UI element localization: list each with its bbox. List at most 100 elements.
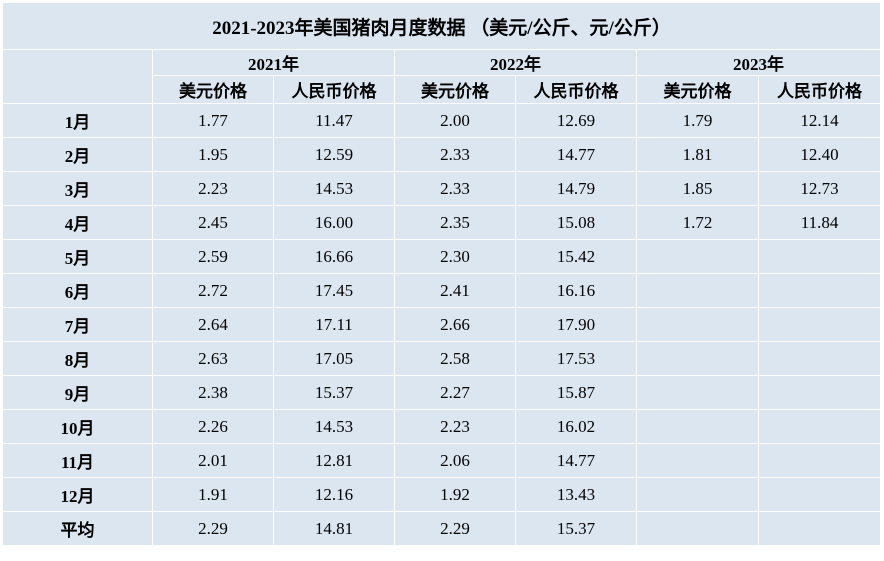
table-row: 11月 2.01 12.81 2.06 14.77	[2, 443, 882, 478]
cny-header: 人民币价格	[515, 75, 637, 104]
cny-price-cell: 15.42	[515, 239, 637, 274]
usd-price-cell: 1.92	[394, 477, 516, 512]
usd-header: 美元价格	[152, 75, 274, 104]
usd-price-cell: 2.66	[394, 307, 516, 342]
cny-price-cell: 17.45	[273, 273, 395, 308]
usd-price-cell: 1.95	[152, 137, 274, 172]
month-label: 1月	[2, 103, 153, 138]
cny-header: 人民币价格	[757, 75, 882, 104]
cny-price-cell: 15.37	[515, 511, 637, 546]
corner-cell	[2, 49, 153, 104]
table-row: 平均 2.29 14.81 2.29 15.37	[2, 511, 882, 546]
usd-price-cell: 2.29	[394, 511, 516, 546]
month-label: 9月	[2, 375, 153, 410]
cny-price-cell	[757, 341, 882, 376]
usd-price-cell	[636, 477, 759, 512]
year-header-2022: 2022年	[394, 49, 637, 76]
table-row: 10月 2.26 14.53 2.23 16.02	[2, 409, 882, 444]
cny-price-cell	[757, 409, 882, 444]
usd-price-cell: 2.23	[152, 171, 274, 206]
usd-price-cell: 1.79	[636, 103, 759, 138]
usd-price-cell	[636, 375, 759, 410]
table-row: 5月 2.59 16.66 2.30 15.42	[2, 239, 882, 274]
usd-price-cell: 1.81	[636, 137, 759, 172]
cny-price-cell: 15.37	[273, 375, 395, 410]
table-row: 8月 2.63 17.05 2.58 17.53	[2, 341, 882, 376]
cny-price-cell: 14.53	[273, 409, 395, 444]
usd-price-cell: 1.72	[636, 205, 759, 240]
month-label: 6月	[2, 273, 153, 308]
table-row: 3月 2.23 14.53 2.33 14.79 1.85 12.73	[2, 171, 882, 206]
usd-price-cell: 2.45	[152, 205, 274, 240]
usd-price-cell	[636, 511, 759, 546]
usd-price-cell: 2.26	[152, 409, 274, 444]
cny-price-cell: 12.40	[757, 137, 882, 172]
cny-price-cell: 15.08	[515, 205, 637, 240]
usd-price-cell: 2.64	[152, 307, 274, 342]
cny-price-cell	[757, 477, 882, 512]
pork-price-table-container: 2021-2023年美国猪肉月度数据 （美元/公斤、元/公斤） 2021年 20…	[1, 2, 882, 546]
cny-price-cell: 12.69	[515, 103, 637, 138]
usd-header: 美元价格	[394, 75, 516, 104]
usd-price-cell	[636, 409, 759, 444]
table-row: 2月 1.95 12.59 2.33 14.77 1.81 12.40	[2, 137, 882, 172]
cny-price-cell: 14.81	[273, 511, 395, 546]
cny-price-cell	[757, 511, 882, 546]
cny-price-cell: 16.02	[515, 409, 637, 444]
usd-price-cell: 2.63	[152, 341, 274, 376]
usd-price-cell: 2.35	[394, 205, 516, 240]
cny-price-cell: 17.53	[515, 341, 637, 376]
usd-price-cell: 2.33	[394, 137, 516, 172]
month-label: 7月	[2, 307, 153, 342]
usd-price-cell	[636, 341, 759, 376]
cny-price-cell: 11.47	[273, 103, 395, 138]
cny-header: 人民币价格	[273, 75, 395, 104]
usd-price-cell: 2.33	[394, 171, 516, 206]
cny-price-cell: 17.11	[273, 307, 395, 342]
usd-price-cell: 1.85	[636, 171, 759, 206]
usd-price-cell: 1.77	[152, 103, 274, 138]
cny-price-cell: 17.90	[515, 307, 637, 342]
cny-price-cell: 14.77	[515, 137, 637, 172]
usd-price-cell	[636, 239, 759, 274]
cny-price-cell: 17.05	[273, 341, 395, 376]
cny-price-cell	[757, 239, 882, 274]
cny-price-cell: 12.16	[273, 477, 395, 512]
usd-price-cell: 2.29	[152, 511, 274, 546]
usd-price-cell: 2.59	[152, 239, 274, 274]
usd-price-cell: 2.27	[394, 375, 516, 410]
usd-price-cell: 1.91	[152, 477, 274, 512]
table-row: 6月 2.72 17.45 2.41 16.16	[2, 273, 882, 308]
cny-price-cell: 12.14	[757, 103, 882, 138]
table-row: 7月 2.64 17.11 2.66 17.90	[2, 307, 882, 342]
year-header-row: 2021年 2022年 2023年	[2, 49, 882, 104]
usd-price-cell: 2.38	[152, 375, 274, 410]
month-label: 2月	[2, 137, 153, 172]
table-title: 2021-2023年美国猪肉月度数据 （美元/公斤、元/公斤）	[1, 2, 882, 50]
month-label: 平均	[2, 511, 153, 546]
usd-price-cell: 2.06	[394, 443, 516, 478]
month-label: 4月	[2, 205, 153, 240]
usd-price-cell	[636, 273, 759, 308]
cny-price-cell: 15.87	[515, 375, 637, 410]
cny-price-cell: 16.00	[273, 205, 395, 240]
cny-price-cell: 12.73	[757, 171, 882, 206]
usd-price-cell: 2.41	[394, 273, 516, 308]
month-label: 3月	[2, 171, 153, 206]
usd-price-cell: 2.30	[394, 239, 516, 274]
sub-header-row: 美元价格 人民币价格 美元价格 人民币价格 美元价格 人民币价格	[3, 75, 882, 104]
cny-price-cell: 16.66	[273, 239, 395, 274]
usd-header: 美元价格	[636, 75, 759, 104]
pork-price-table: 2021-2023年美国猪肉月度数据 （美元/公斤、元/公斤） 2021年 20…	[1, 2, 882, 546]
cny-price-cell: 11.84	[757, 205, 882, 240]
cny-price-cell: 12.59	[273, 137, 395, 172]
year-header-2021: 2021年	[152, 49, 395, 76]
month-label: 5月	[2, 239, 153, 274]
cny-price-cell	[757, 273, 882, 308]
table-row: 9月 2.38 15.37 2.27 15.87	[2, 375, 882, 410]
cny-price-cell: 14.53	[273, 171, 395, 206]
usd-price-cell: 2.00	[394, 103, 516, 138]
month-label: 11月	[2, 443, 153, 478]
usd-price-cell	[636, 443, 759, 478]
usd-price-cell: 2.01	[152, 443, 274, 478]
